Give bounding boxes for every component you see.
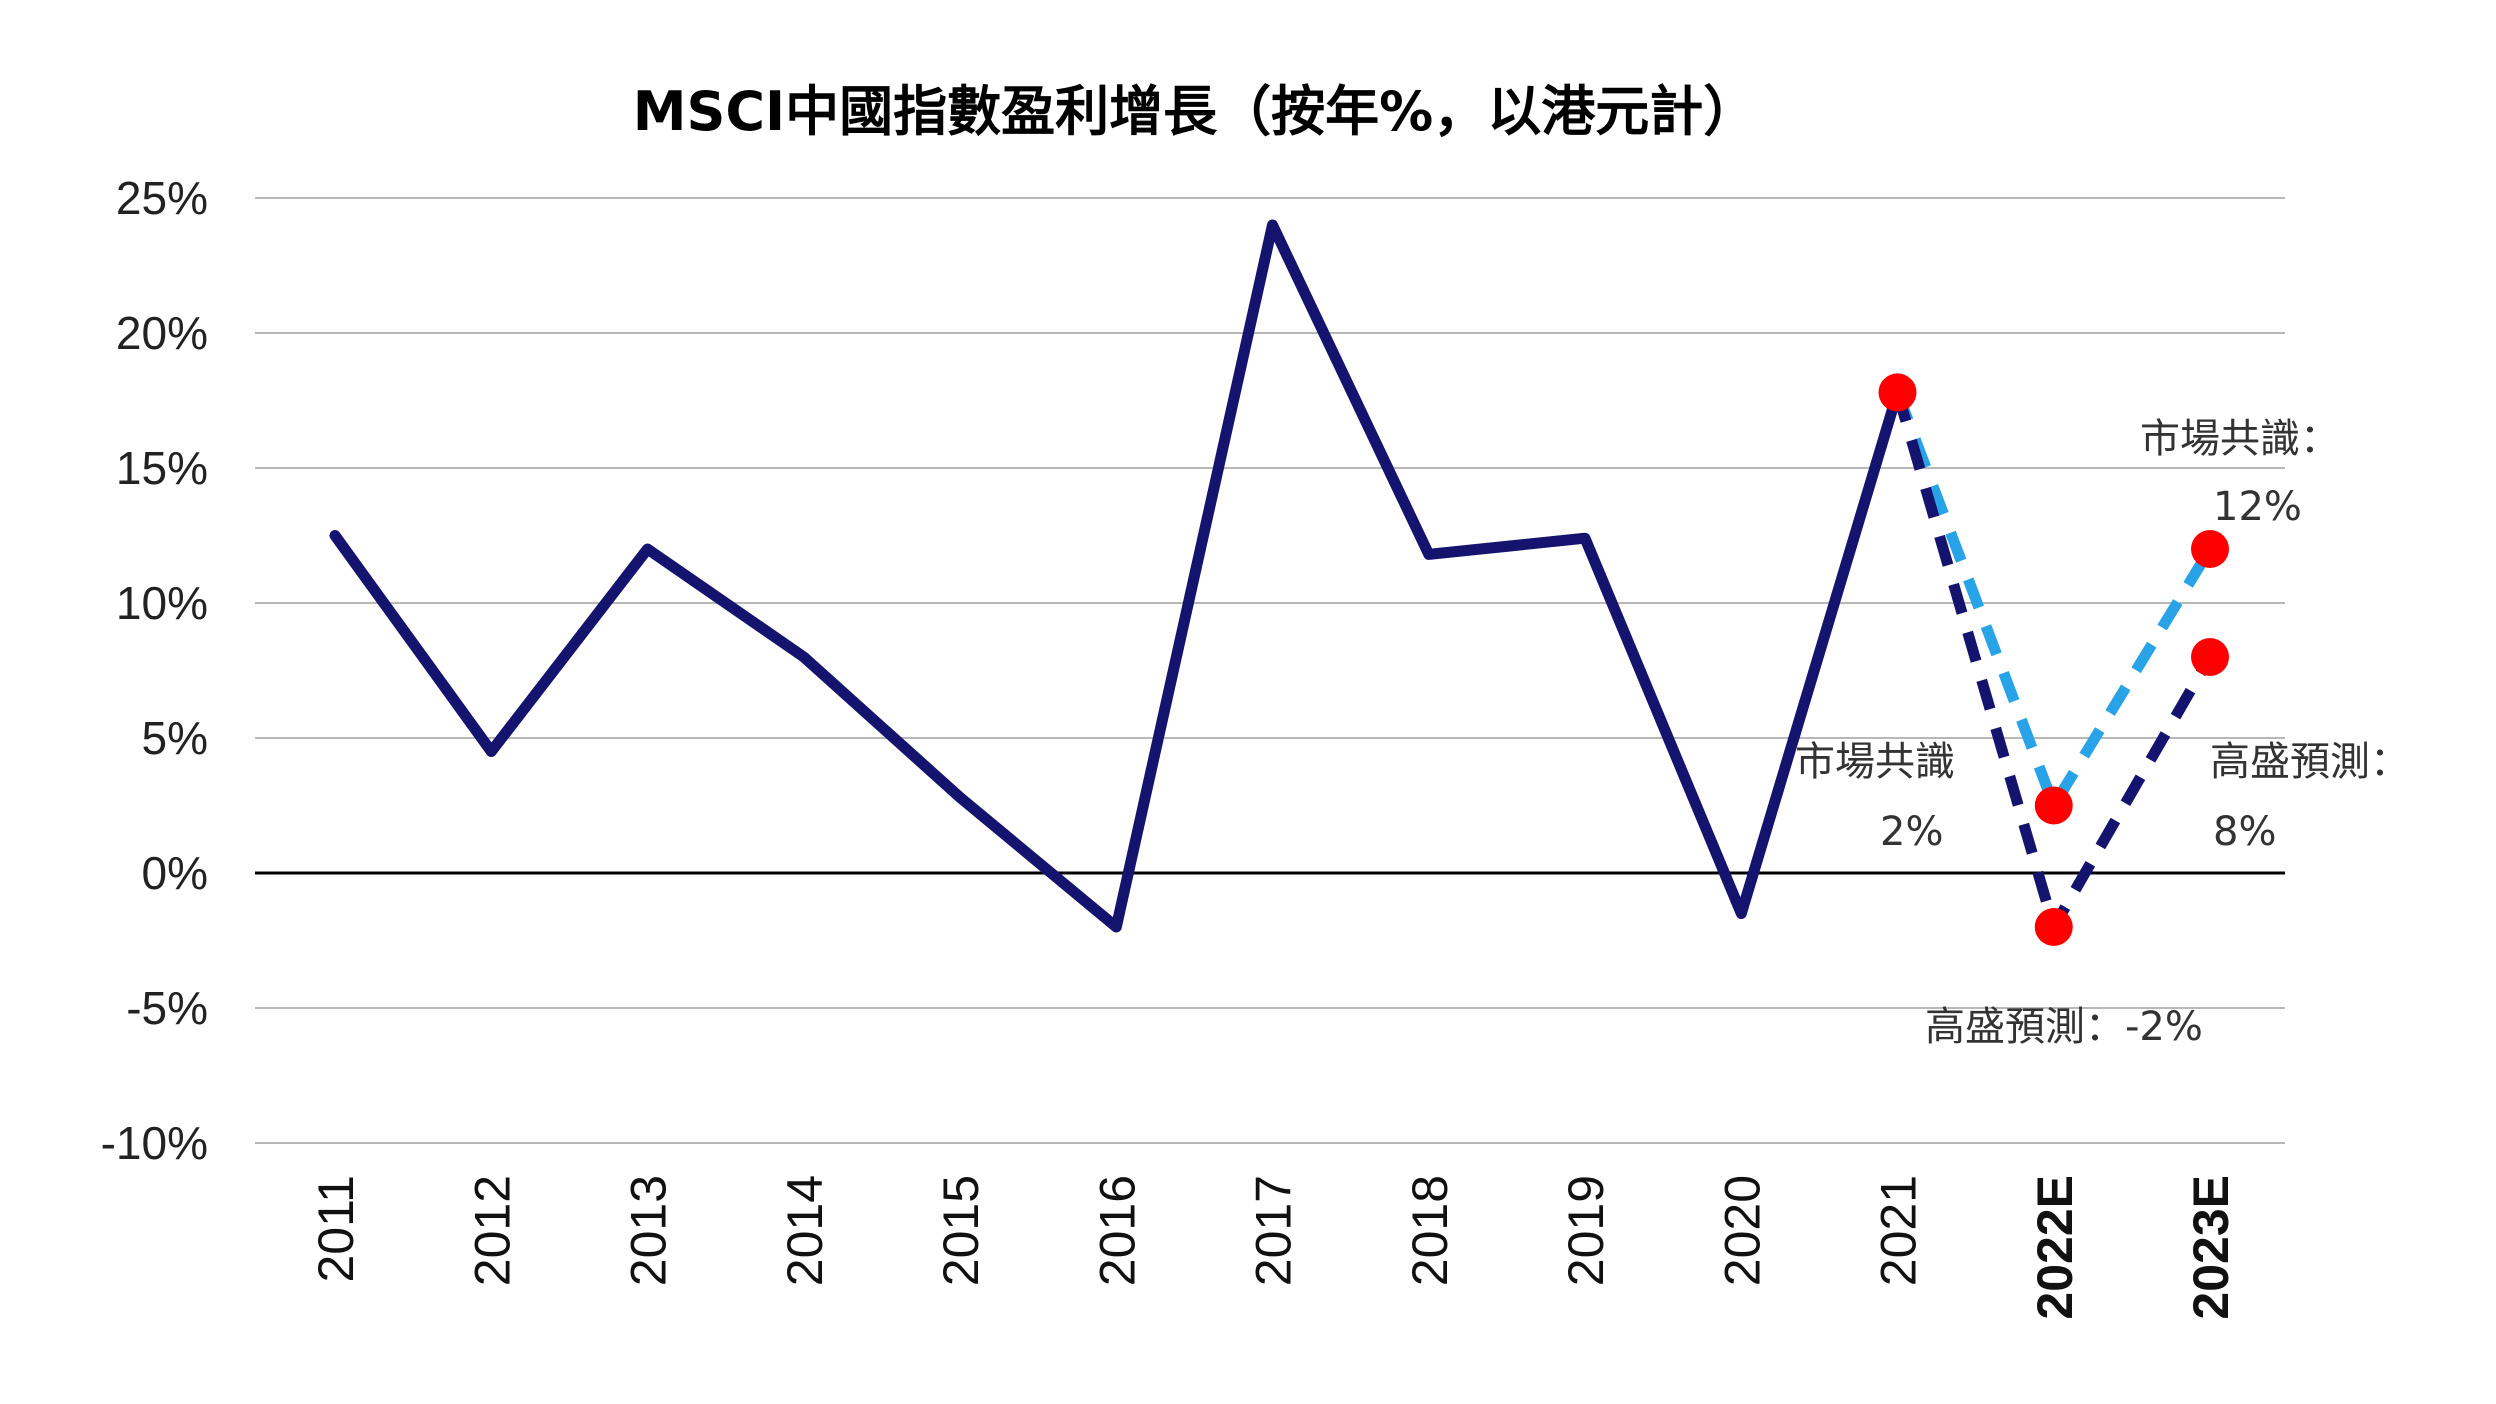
x-tick-label: 2016 <box>1089 1175 1145 1286</box>
grid <box>255 197 2285 1144</box>
x-tick-label: 2012 <box>464 1175 520 1286</box>
annotation-consensus-2023-value: 12% <box>2213 484 2302 530</box>
y-tick-label: -10% <box>101 1117 208 1169</box>
series-line-actual <box>329 219 1903 933</box>
y-tick-label: 5% <box>142 712 208 764</box>
y-tick-label: 0% <box>142 847 208 899</box>
x-tick-label: 2014 <box>777 1175 833 1286</box>
chart-title: MSCI中國指數盈利增長（按年%，以港元計） <box>633 80 1757 143</box>
y-tick-label: -5% <box>126 982 208 1034</box>
x-tick-label: 2021 <box>1871 1175 1927 1286</box>
annotation-consensus-2022-value: 2% <box>1880 809 1943 855</box>
forecast-markers <box>1878 373 2229 946</box>
annotation-goldman-2023-value: 8% <box>2213 809 2276 855</box>
x-tick-label: 2020 <box>1714 1175 1770 1286</box>
x-tick-label: 2018 <box>1402 1175 1458 1286</box>
x-tick-label: 2019 <box>1558 1175 1614 1286</box>
y-tick-label: 10% <box>116 577 208 629</box>
x-tick-label: 2017 <box>1246 1175 1302 1286</box>
annotation-consensus-2022-label: 市場共識 <box>1795 739 1955 785</box>
data-point-marker <box>2034 908 2073 946</box>
data-point-marker <box>2191 530 2229 568</box>
annotation-goldman-2023-label: 高盛預測： <box>2210 739 2410 785</box>
y-tick-label: 25% <box>116 172 208 224</box>
data-point-marker <box>2034 786 2073 825</box>
annotation-consensus-2023-label: 市場共識： <box>2140 416 2340 462</box>
series-line-goldman <box>1892 390 2215 933</box>
data-point-marker <box>1878 373 1917 412</box>
x-tick-label: 2023E <box>2183 1175 2239 1320</box>
annotation-goldman-2022: 高盛預測：-2% <box>1925 1004 2203 1050</box>
y-tick-label: 20% <box>116 307 208 359</box>
data-point-marker <box>2191 638 2229 676</box>
y-axis-ticks: 25% 20% 15% 10% 5% 0% -5% -10% <box>101 172 208 1169</box>
x-tick-label: 2015 <box>933 1175 989 1286</box>
x-tick-label: 2022E <box>2027 1175 2083 1320</box>
x-axis-ticks: 2011 2012 2013 2014 2015 2016 2017 2018 2019 2020… <box>308 1175 2239 1320</box>
y-tick-label: 15% <box>116 442 208 494</box>
annotations: 市場共識： 12% 市場共識 2% 高盛預測： 8% 高盛預測：-2% <box>1795 416 2410 1050</box>
x-tick-label: 2011 <box>308 1175 364 1283</box>
x-tick-label: 2013 <box>621 1175 677 1286</box>
